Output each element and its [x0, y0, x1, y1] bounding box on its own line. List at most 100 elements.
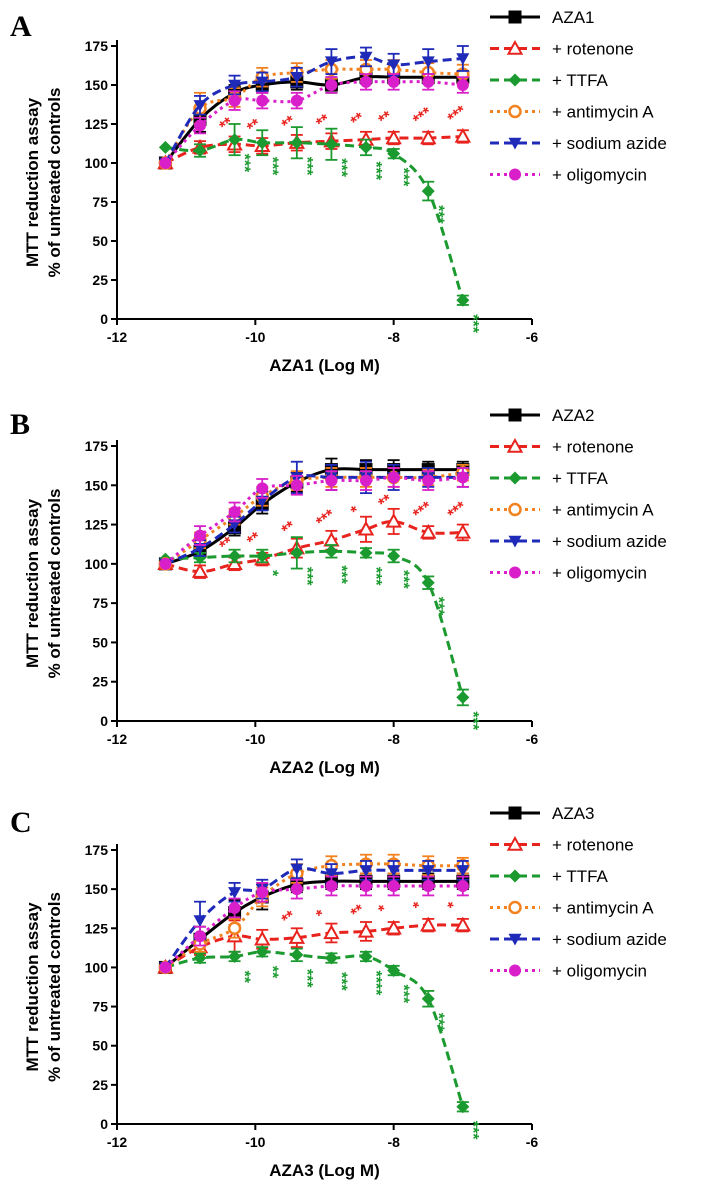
y-axis-title-line2: % of untreated controls — [45, 892, 64, 1082]
series-line — [164, 55, 463, 164]
data-point — [325, 79, 338, 91]
x-axis-title: AZA1 (Log M) — [269, 356, 379, 375]
data-point — [456, 471, 469, 484]
series-line — [164, 866, 463, 969]
significance-mark: ** — [279, 518, 300, 540]
y-tick-label: 150 — [85, 477, 109, 493]
x-tick-label: -6 — [526, 1134, 539, 1150]
data-point — [360, 880, 372, 893]
significance-mark: *** — [298, 969, 315, 988]
data-point — [385, 919, 402, 935]
data-point — [228, 887, 242, 899]
data-point — [387, 549, 401, 563]
data-point — [359, 51, 373, 64]
panel-letter: B — [10, 408, 30, 441]
legend-swatch-marker — [508, 869, 522, 883]
data-point — [420, 916, 437, 932]
y-tick-label: 50 — [92, 634, 108, 650]
significance-mark: *** — [367, 567, 384, 586]
legend-item: + oligomycin — [490, 564, 647, 583]
data-point — [325, 880, 338, 893]
legend-swatch-marker — [508, 502, 522, 517]
data-point — [359, 865, 373, 877]
significance-mark: *** — [332, 972, 349, 991]
significance-mark: * — [376, 902, 392, 920]
data-point — [324, 951, 338, 965]
significance-mark: **** — [367, 970, 384, 996]
x-tick-label: -10 — [245, 329, 265, 345]
x-tick-label: -12 — [107, 1134, 127, 1150]
data-point — [193, 100, 207, 112]
legend-item: AZA3 — [490, 804, 595, 823]
y-tick-label: 175 — [85, 438, 109, 454]
legend-item: + oligomycin — [490, 166, 647, 185]
data-point — [255, 136, 269, 150]
legend-swatch-marker — [509, 168, 521, 181]
data-point — [228, 94, 241, 107]
data-point — [387, 147, 401, 161]
data-point — [421, 184, 435, 198]
data-point — [256, 482, 269, 495]
data-point — [454, 916, 472, 932]
x-tick-label: -8 — [387, 731, 400, 747]
legend-swatch-marker — [509, 964, 521, 977]
series-rotenone — [157, 507, 472, 579]
y-tick-label: 125 — [85, 517, 109, 533]
legend-label: + antimycin A — [552, 501, 654, 520]
data-point — [456, 865, 470, 877]
data-point — [456, 1100, 470, 1114]
series-line — [164, 862, 463, 969]
data-point — [387, 880, 400, 893]
significance-mark: ** — [279, 907, 300, 929]
significance-mark: *** — [332, 565, 349, 584]
data-point — [159, 961, 172, 974]
data-point — [255, 549, 269, 563]
significance-mark: *** — [429, 597, 446, 616]
data-point — [288, 929, 306, 944]
data-point — [159, 157, 172, 169]
data-point — [194, 930, 206, 943]
data-point — [422, 474, 435, 487]
significance-mark: *** — [410, 104, 436, 129]
significance-mark: *** — [236, 154, 253, 173]
data-point — [456, 293, 470, 307]
legend-item: + TTFA — [490, 867, 609, 886]
data-point — [360, 75, 372, 88]
series-oligomycin — [159, 875, 469, 974]
data-point — [357, 520, 375, 536]
legend-label: + antimycin A — [552, 899, 654, 918]
data-point — [254, 930, 271, 946]
data-point — [255, 945, 269, 959]
legend-item: AZA2 — [490, 406, 595, 425]
x-tick-label: -6 — [526, 731, 539, 747]
y-tick-label: 125 — [85, 920, 109, 936]
x-tick-label: -10 — [245, 1134, 265, 1150]
legend-swatch-marker — [508, 408, 522, 422]
data-point — [359, 140, 373, 154]
legend-swatch-marker — [508, 137, 522, 150]
legend-item: + TTFA — [490, 71, 609, 90]
significance-mark: *** — [395, 168, 412, 187]
x-tick-label: -10 — [245, 731, 265, 747]
legend-label: + rotenone — [552, 40, 634, 59]
data-point — [324, 868, 338, 880]
data-point — [454, 127, 472, 143]
data-point — [228, 133, 242, 147]
series-line — [164, 471, 464, 566]
significance-mark: *** — [395, 985, 412, 1004]
data-point — [421, 865, 435, 877]
legend-swatch-marker — [508, 933, 522, 946]
significance-mark: * — [263, 570, 280, 577]
data-point — [456, 79, 469, 91]
series-line — [164, 884, 463, 969]
legend-item: + sodium azide — [490, 134, 667, 153]
data-point — [256, 94, 269, 107]
legend-item: + antimycin A — [490, 899, 654, 918]
legend-label: + TTFA — [552, 469, 609, 488]
panel-a: A 0 25 50 75 100 125 150 175 -12 -10 -8 -6 AZA1 (Log … — [10, 8, 667, 375]
series-line — [164, 75, 463, 164]
data-point — [421, 56, 435, 69]
legend-item: + antimycin A — [490, 501, 654, 520]
data-point — [228, 549, 242, 563]
